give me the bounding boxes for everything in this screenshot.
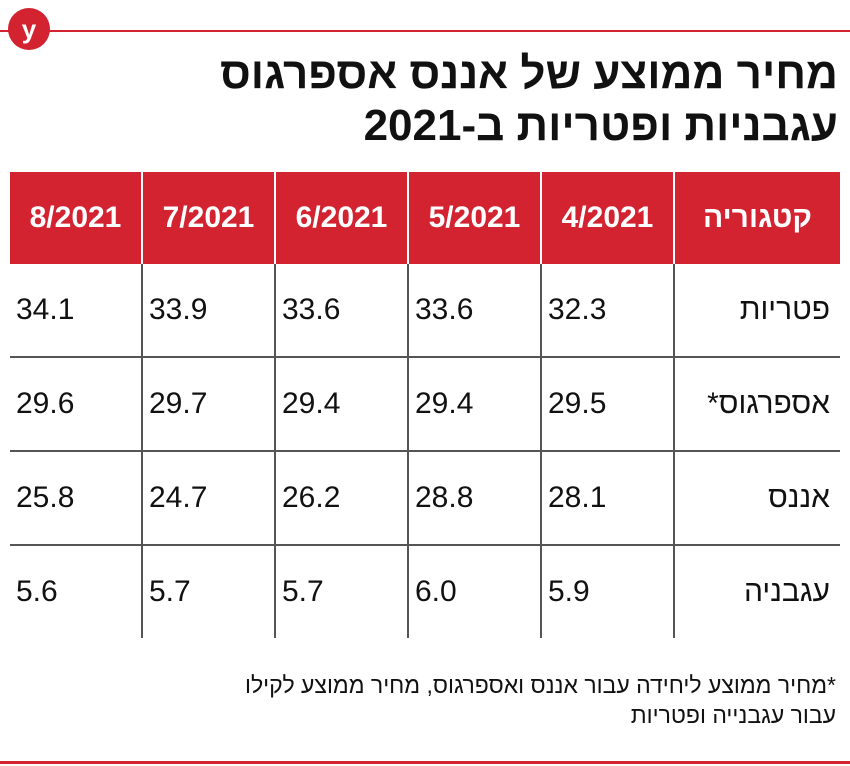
price-cell: 28.8 — [407, 451, 541, 546]
price-cell: 25.8 — [10, 451, 142, 546]
price-cell: 33.6 — [407, 264, 541, 358]
price-cell: 5.6 — [16, 575, 58, 608]
price-cell: 5.7 — [141, 545, 275, 638]
row-category: עגבניה — [673, 545, 840, 638]
ynet-logo-icon: y — [8, 8, 50, 50]
chart-title: מחיר ממוצע של אננס אספרגוס עגבניות ופטרי… — [58, 48, 838, 152]
title-line-2: עגבניות ופטריות ב-2021 — [363, 101, 838, 150]
footnote-line-1: *מחיר ממוצע ליחידה עבור אננס ואספרגוס, מ… — [244, 672, 836, 698]
row-category: פטריות — [673, 264, 840, 358]
price-cell: 29.7 — [141, 357, 275, 452]
price-cell: 32.3 — [540, 264, 674, 358]
column-header-month: 7/2021 — [141, 172, 275, 264]
footnote-line-2: עבור עגבנייה ופטריות — [630, 702, 836, 728]
price-cell: 6.0 — [407, 545, 541, 638]
column-header-month: 8/2021 — [10, 172, 142, 264]
row-category: אננס — [673, 451, 840, 546]
price-cell: 24.7 — [141, 451, 275, 546]
table-header-row: קטגוריה 4/2021 5/2021 6/2021 7/2021 8/20… — [10, 172, 840, 264]
price-cell: 29.6 — [10, 357, 142, 452]
price-cell: 33.6 — [274, 264, 408, 358]
price-cell: 29.5 — [540, 357, 674, 452]
price-cell: 34.1 — [10, 264, 142, 358]
price-cell: 29.4 — [274, 357, 408, 452]
table-row: פטריות 32.3 33.6 33.6 33.9 34.1 — [10, 264, 840, 358]
table-row: אננס 28.1 28.8 26.2 24.7 25.8 — [10, 451, 840, 546]
footnote: *מחיר ממוצע ליחידה עבור אננס ואספרגוס, מ… — [16, 670, 836, 730]
column-header-category: קטגוריה — [673, 172, 840, 264]
price-cell: 5.9 — [540, 545, 674, 638]
table-row: עגבניה 5.9 6.0 5.7 5.7 5.6 — [10, 545, 840, 638]
row-category: אספרגוס* — [673, 357, 840, 452]
price-cell: 28.1 — [540, 451, 674, 546]
table-row: אספרגוס* 29.5 29.4 29.4 29.7 29.6 — [10, 357, 840, 452]
price-cell: 33.9 — [141, 264, 275, 358]
column-header-month: 4/2021 — [540, 172, 674, 264]
price-cell: 29.4 — [407, 357, 541, 452]
price-cell: 26.2 — [274, 451, 408, 546]
price-table: קטגוריה 4/2021 5/2021 6/2021 7/2021 8/20… — [10, 172, 840, 638]
bottom-accent-rule — [0, 761, 850, 764]
column-header-month: 6/2021 — [274, 172, 408, 264]
title-line-1: מחיר ממוצע של אננס אספרגוס — [220, 49, 838, 98]
top-accent-rule — [0, 30, 850, 32]
price-cell: 5.7 — [274, 545, 408, 638]
column-header-month: 5/2021 — [407, 172, 541, 264]
